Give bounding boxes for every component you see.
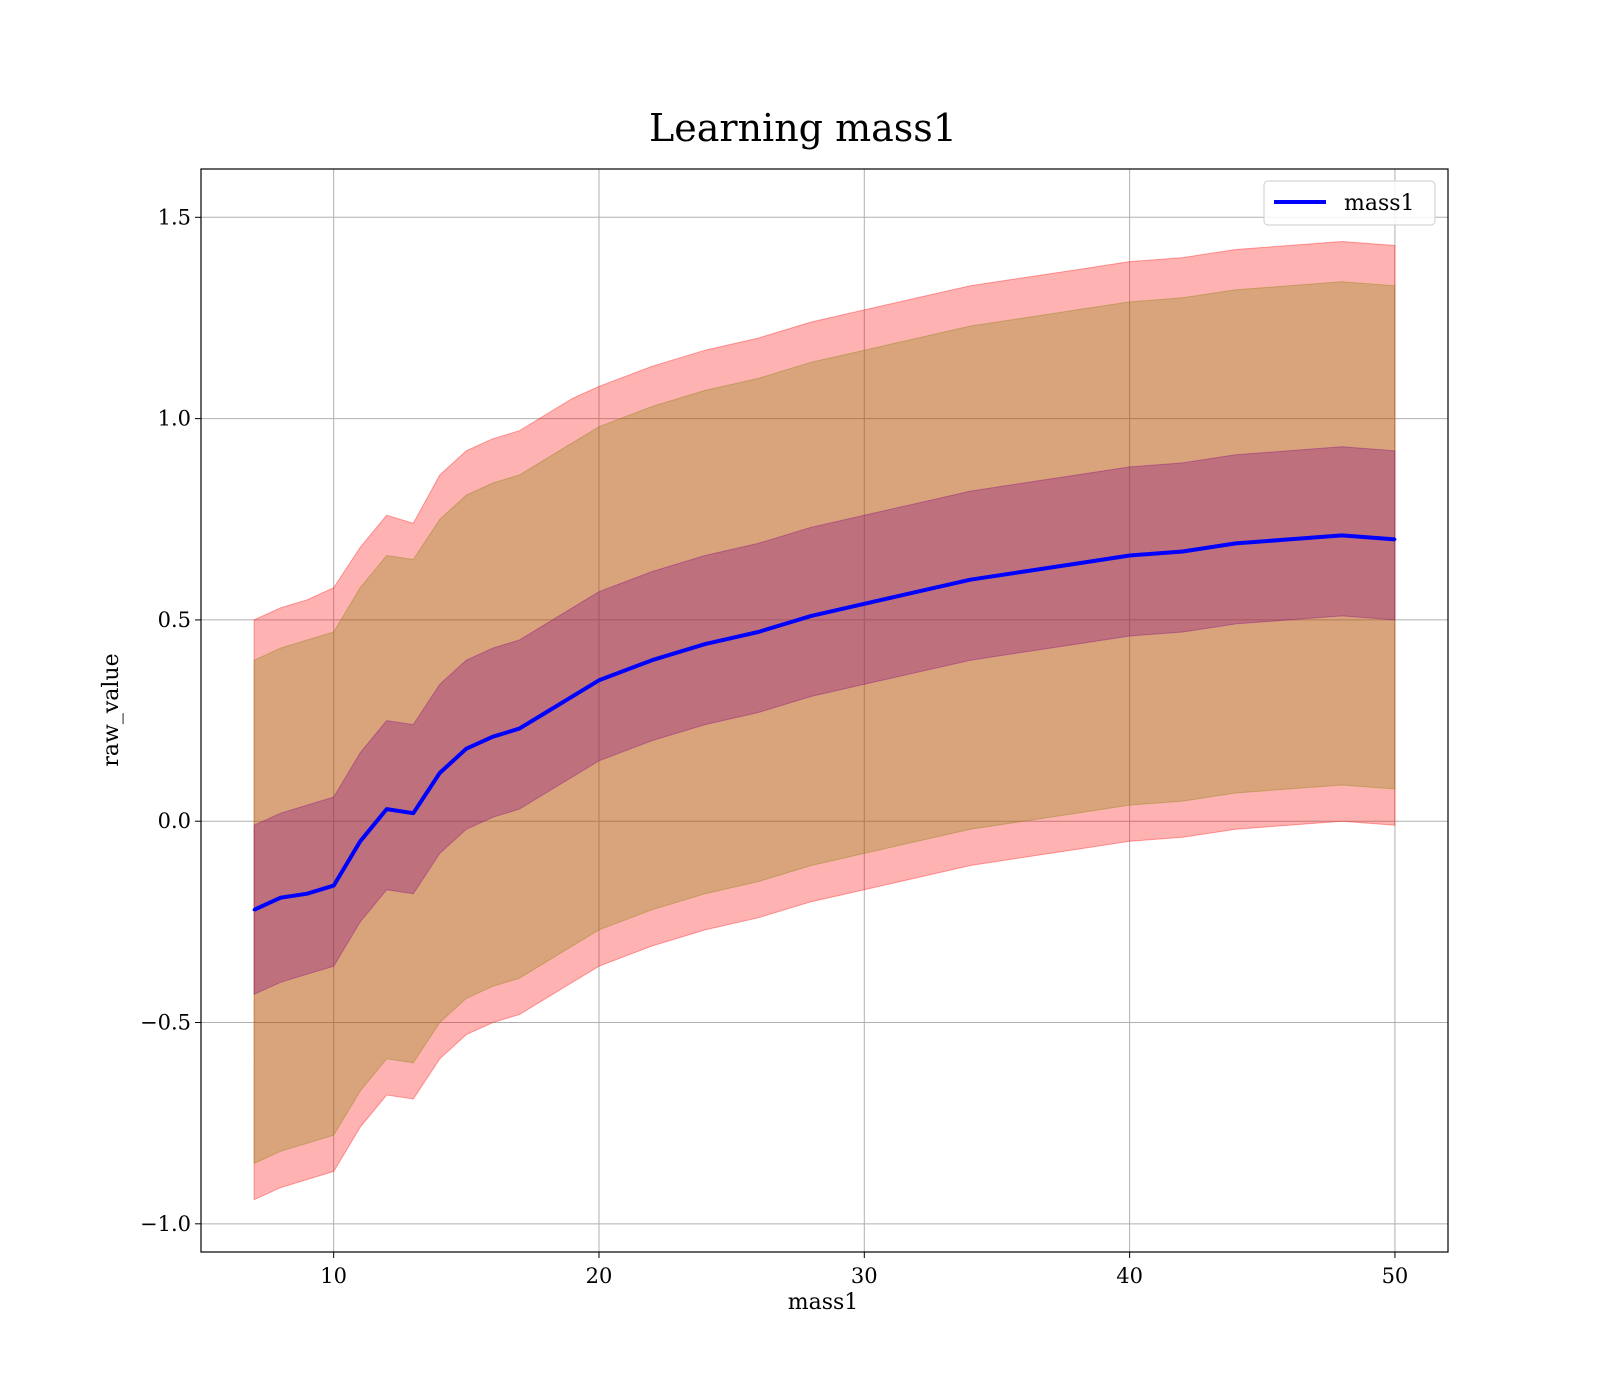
- data-point: [1340, 533, 1344, 537]
- data-point: [411, 811, 415, 815]
- y-tick-label: 1.5: [158, 205, 191, 229]
- data-point: [1393, 537, 1397, 541]
- y-tick-label: 1.0: [158, 407, 191, 431]
- data-point: [1075, 562, 1079, 566]
- data-point: [252, 908, 256, 912]
- x-tick-label: 20: [586, 1264, 613, 1288]
- data-point: [968, 578, 972, 582]
- data-point: [1128, 554, 1132, 557]
- data-point: [544, 711, 548, 714]
- y-tick-label: −1.0: [140, 1212, 191, 1236]
- confidence-band-0: [253, 240, 1396, 1201]
- y-axis-label: raw_value: [99, 653, 124, 766]
- y-tick-label: −0.5: [140, 1011, 191, 1035]
- data-point: [756, 630, 760, 634]
- x-tick-label: 30: [851, 1264, 878, 1288]
- confidence-bands: [253, 240, 1396, 1201]
- y-tick-label: 0.0: [158, 809, 191, 833]
- legend-box: [1263, 180, 1436, 226]
- grid: [201, 169, 1448, 1252]
- data-point: [464, 747, 468, 751]
- confidence-band-2: [253, 446, 1396, 996]
- data-point: [862, 602, 866, 606]
- confidence-band-1: [253, 281, 1396, 1165]
- legend: mass1: [1263, 180, 1436, 226]
- chart-title: Learning mass1: [649, 106, 957, 150]
- plot-area-frame: [200, 168, 1449, 1253]
- data-point: [305, 892, 309, 896]
- x-axis-ticks: 10 20 30 40 50: [320, 1252, 1408, 1288]
- data-point: [1287, 537, 1291, 541]
- data-point: [703, 642, 707, 646]
- data-point: [1181, 550, 1185, 553]
- x-tick-label: 10: [320, 1264, 347, 1288]
- data-point: [385, 807, 389, 811]
- series-lines: [252, 533, 1397, 912]
- y-tick-label: 0.5: [158, 608, 191, 632]
- data-point: [1022, 570, 1025, 574]
- data-point: [915, 590, 919, 594]
- data-point: [597, 678, 601, 682]
- data-point: [438, 771, 442, 775]
- x-tick-label: 40: [1116, 1264, 1143, 1288]
- data-point: [517, 727, 521, 731]
- data-point: [332, 884, 336, 888]
- data-point: [650, 658, 654, 662]
- legend-label-mass1: mass1: [1344, 191, 1415, 216]
- data-point: [279, 896, 283, 900]
- data-point: [809, 614, 813, 618]
- data-point: [1234, 541, 1238, 545]
- x-tick-label: 50: [1382, 1264, 1409, 1288]
- data-point: [570, 694, 574, 698]
- x-axis-label: mass1: [788, 1290, 859, 1315]
- y-axis-ticks: −1.0 −0.5 0.0 0.5 1.0 1.5: [140, 205, 201, 1236]
- data-point: [491, 735, 495, 739]
- data-point: [358, 839, 362, 843]
